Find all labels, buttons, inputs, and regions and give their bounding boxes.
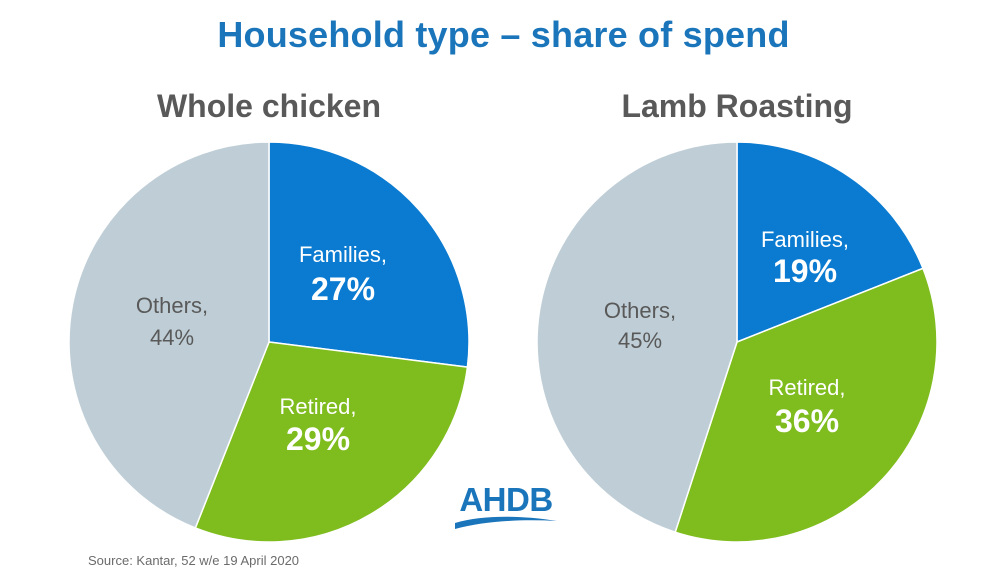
lamb-roasting-title: Lamb Roasting — [621, 88, 853, 124]
lamb-roasting-slice-others — [536, 141, 738, 534]
whole-chicken-label-retired: Retired, — [279, 394, 356, 419]
whole-chicken-label-families: Families, — [299, 242, 387, 267]
whole-chicken-slice-others — [68, 141, 270, 529]
lamb-roasting-slice-retired — [674, 267, 938, 543]
whole-chicken-label-others: Others, — [136, 293, 208, 318]
lamb-roasting-value-others: 45% — [618, 328, 662, 353]
whole-chicken-value-retired: 29% — [286, 421, 350, 457]
lamb-roasting-value-retired: 36% — [775, 403, 839, 439]
lamb-roasting-label-others: Others, — [604, 298, 676, 323]
main-title: Household type – share of spend — [217, 14, 790, 55]
ahdb-logo-text: AHDB — [459, 481, 553, 518]
whole-chicken-slice-retired — [194, 341, 469, 543]
source-note: Source: Kantar, 52 w/e 19 April 2020 — [88, 553, 300, 568]
lamb-roasting-label-families: Families, — [761, 227, 849, 252]
whole-chicken-value-families: 27% — [311, 271, 375, 307]
lamb-roasting-label-retired: Retired, — [768, 375, 845, 400]
whole-chicken-title: Whole chicken — [156, 88, 382, 124]
whole-chicken-slice-families — [268, 141, 470, 368]
whole-chicken-value-others: 44% — [150, 325, 194, 350]
lamb-roasting-value-families: 19% — [773, 253, 837, 289]
ahdb-logo: AHDB — [451, 481, 561, 537]
lamb-roasting-slice-families — [736, 141, 924, 344]
logo-swoosh-icon — [455, 516, 557, 529]
